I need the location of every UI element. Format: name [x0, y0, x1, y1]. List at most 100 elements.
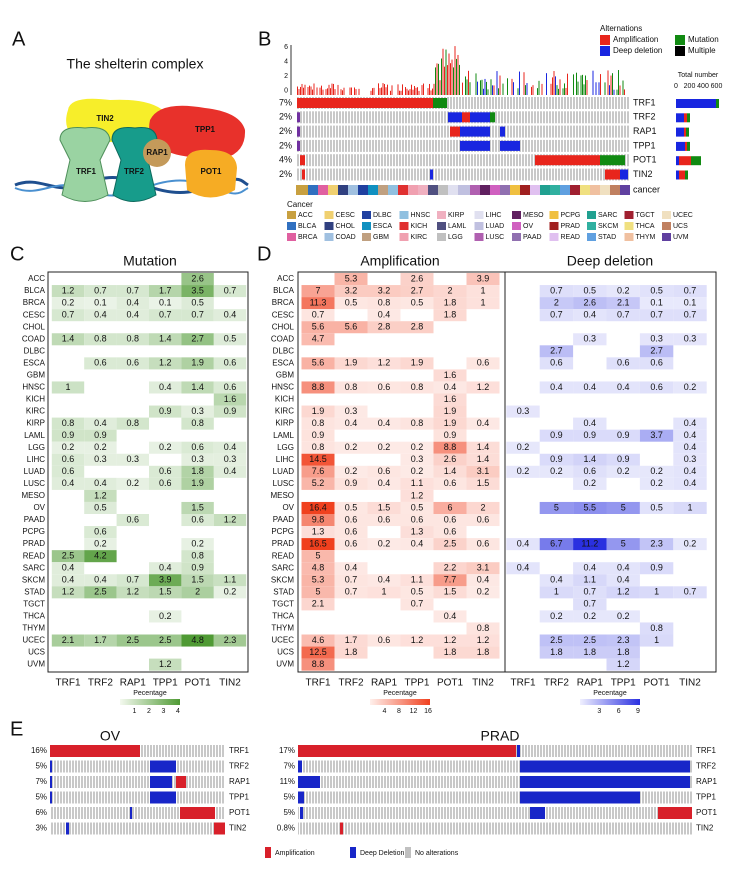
heatmap-cell [433, 429, 467, 442]
heatmap-cell [433, 538, 467, 551]
heatmap-cell [573, 453, 607, 466]
cancer-track-cell [620, 185, 622, 195]
heatmap-cell [181, 381, 214, 394]
gene-name: TPP1 [633, 140, 656, 150]
histogram-bar [400, 90, 402, 95]
cell-value: 1.2 [62, 285, 75, 295]
histogram-bar [604, 82, 606, 95]
histogram-bar [312, 89, 313, 95]
row-label: TGCT [272, 599, 294, 608]
cancer-track-cell [492, 185, 494, 195]
cell-value: 3.1 [477, 466, 490, 476]
cell-value: 0.2 [617, 285, 630, 295]
cell-value: 9.8 [312, 514, 325, 524]
heatmap-cell [367, 285, 401, 298]
cancer-track-cell [318, 185, 320, 195]
cell-value: 0.6 [584, 466, 597, 476]
heatmap-cell [606, 562, 640, 575]
cell-value: 1.4 [477, 442, 490, 452]
cancer-swatch [324, 233, 334, 241]
histogram-bar [507, 78, 508, 95]
oncoprint-block [535, 155, 600, 166]
heatmap-cell [84, 526, 117, 539]
panel-title: Deep deletion [567, 253, 653, 269]
heatmap-cell [573, 285, 607, 298]
histogram-bar [297, 86, 298, 95]
histogram-bar [418, 90, 420, 95]
histogram-bar [321, 85, 322, 95]
heatmap-cell [367, 309, 401, 322]
cell-value: 0.8 [127, 418, 140, 428]
oncoprint-block [176, 776, 186, 788]
histogram-bar [598, 82, 600, 95]
heatmap-cell [466, 453, 500, 466]
cancer-track-cell [602, 185, 604, 195]
cancer-track-cell [566, 185, 568, 195]
histogram-bar [453, 67, 454, 95]
row-label: UCS [28, 648, 45, 657]
oncoprint-row [298, 807, 692, 819]
cancer-swatch [437, 211, 446, 219]
heatmap-cell [334, 321, 368, 334]
cell-value: 0.7 [127, 285, 140, 295]
row-label: GBM [276, 371, 295, 380]
histogram-bar [457, 54, 459, 95]
cancer-track-cell [370, 185, 372, 195]
heatmap-cell [539, 586, 574, 599]
heatmap-cell [301, 465, 335, 478]
heatmap-cell [506, 441, 540, 454]
protein-label: TIN2 [96, 114, 114, 123]
heatmap-cell [400, 501, 434, 514]
cell-value: 0.9 [584, 430, 597, 440]
histogram-bar [565, 87, 567, 95]
cell-value: 0.7 [62, 310, 75, 320]
heatmap-cell [84, 333, 117, 346]
heatmap-cell [400, 381, 434, 394]
cell-value: 2.6 [191, 273, 204, 283]
histogram-bar [415, 87, 417, 95]
row-label: LIHC [27, 455, 45, 464]
heatmap-cell [673, 381, 707, 394]
cancer-track-cell [562, 185, 564, 195]
histogram-bar [567, 73, 568, 95]
cell-value: 0.6 [159, 478, 172, 488]
heatmap-cell [573, 646, 607, 659]
panel-letter: C [10, 243, 24, 265]
heatmap-cell [367, 297, 401, 310]
histogram-bar [411, 84, 412, 95]
heatmap-cell [466, 297, 500, 310]
heatmap-cell [116, 477, 149, 490]
cancer-track-cell [506, 185, 508, 195]
heatmap-cell [367, 586, 401, 599]
cell-value: 1.8 [444, 310, 457, 320]
total-title: Total number [678, 72, 719, 79]
y-tick-label: 4 [284, 58, 288, 65]
row-label: BLCA [273, 286, 295, 295]
cell-value: 0.9 [345, 478, 358, 488]
cell-value: 1.2 [127, 587, 140, 597]
column-label: TIN2 [679, 678, 701, 689]
cell-value: 6 [447, 502, 452, 512]
histogram-bar [435, 67, 436, 95]
heatmap-cell [639, 501, 674, 514]
cell-value: 0.8 [191, 551, 204, 561]
heatmap-cell [84, 429, 117, 442]
histogram-bar [525, 85, 526, 95]
cell-value: 1 [654, 587, 659, 597]
heatmap-cell [84, 417, 117, 430]
cell-value: 8.8 [312, 659, 325, 669]
oncoprint-title: PRAD [481, 728, 520, 744]
cancer-name: ESCA [373, 223, 392, 230]
gene-pct: 5% [283, 793, 295, 802]
cancer-track-cell [484, 185, 486, 195]
cancer-swatch [549, 222, 559, 230]
heatmap-cell [573, 634, 607, 647]
heatmap-cell [367, 501, 401, 514]
cancer-track-cell [600, 185, 602, 195]
heatmap-cell [116, 309, 149, 322]
heatmap-cell [539, 453, 574, 466]
heatmap-cell [466, 273, 500, 286]
cell-value: 0.4 [378, 418, 391, 428]
heatmap-cell [367, 634, 401, 647]
heatmap-cell [116, 357, 149, 370]
